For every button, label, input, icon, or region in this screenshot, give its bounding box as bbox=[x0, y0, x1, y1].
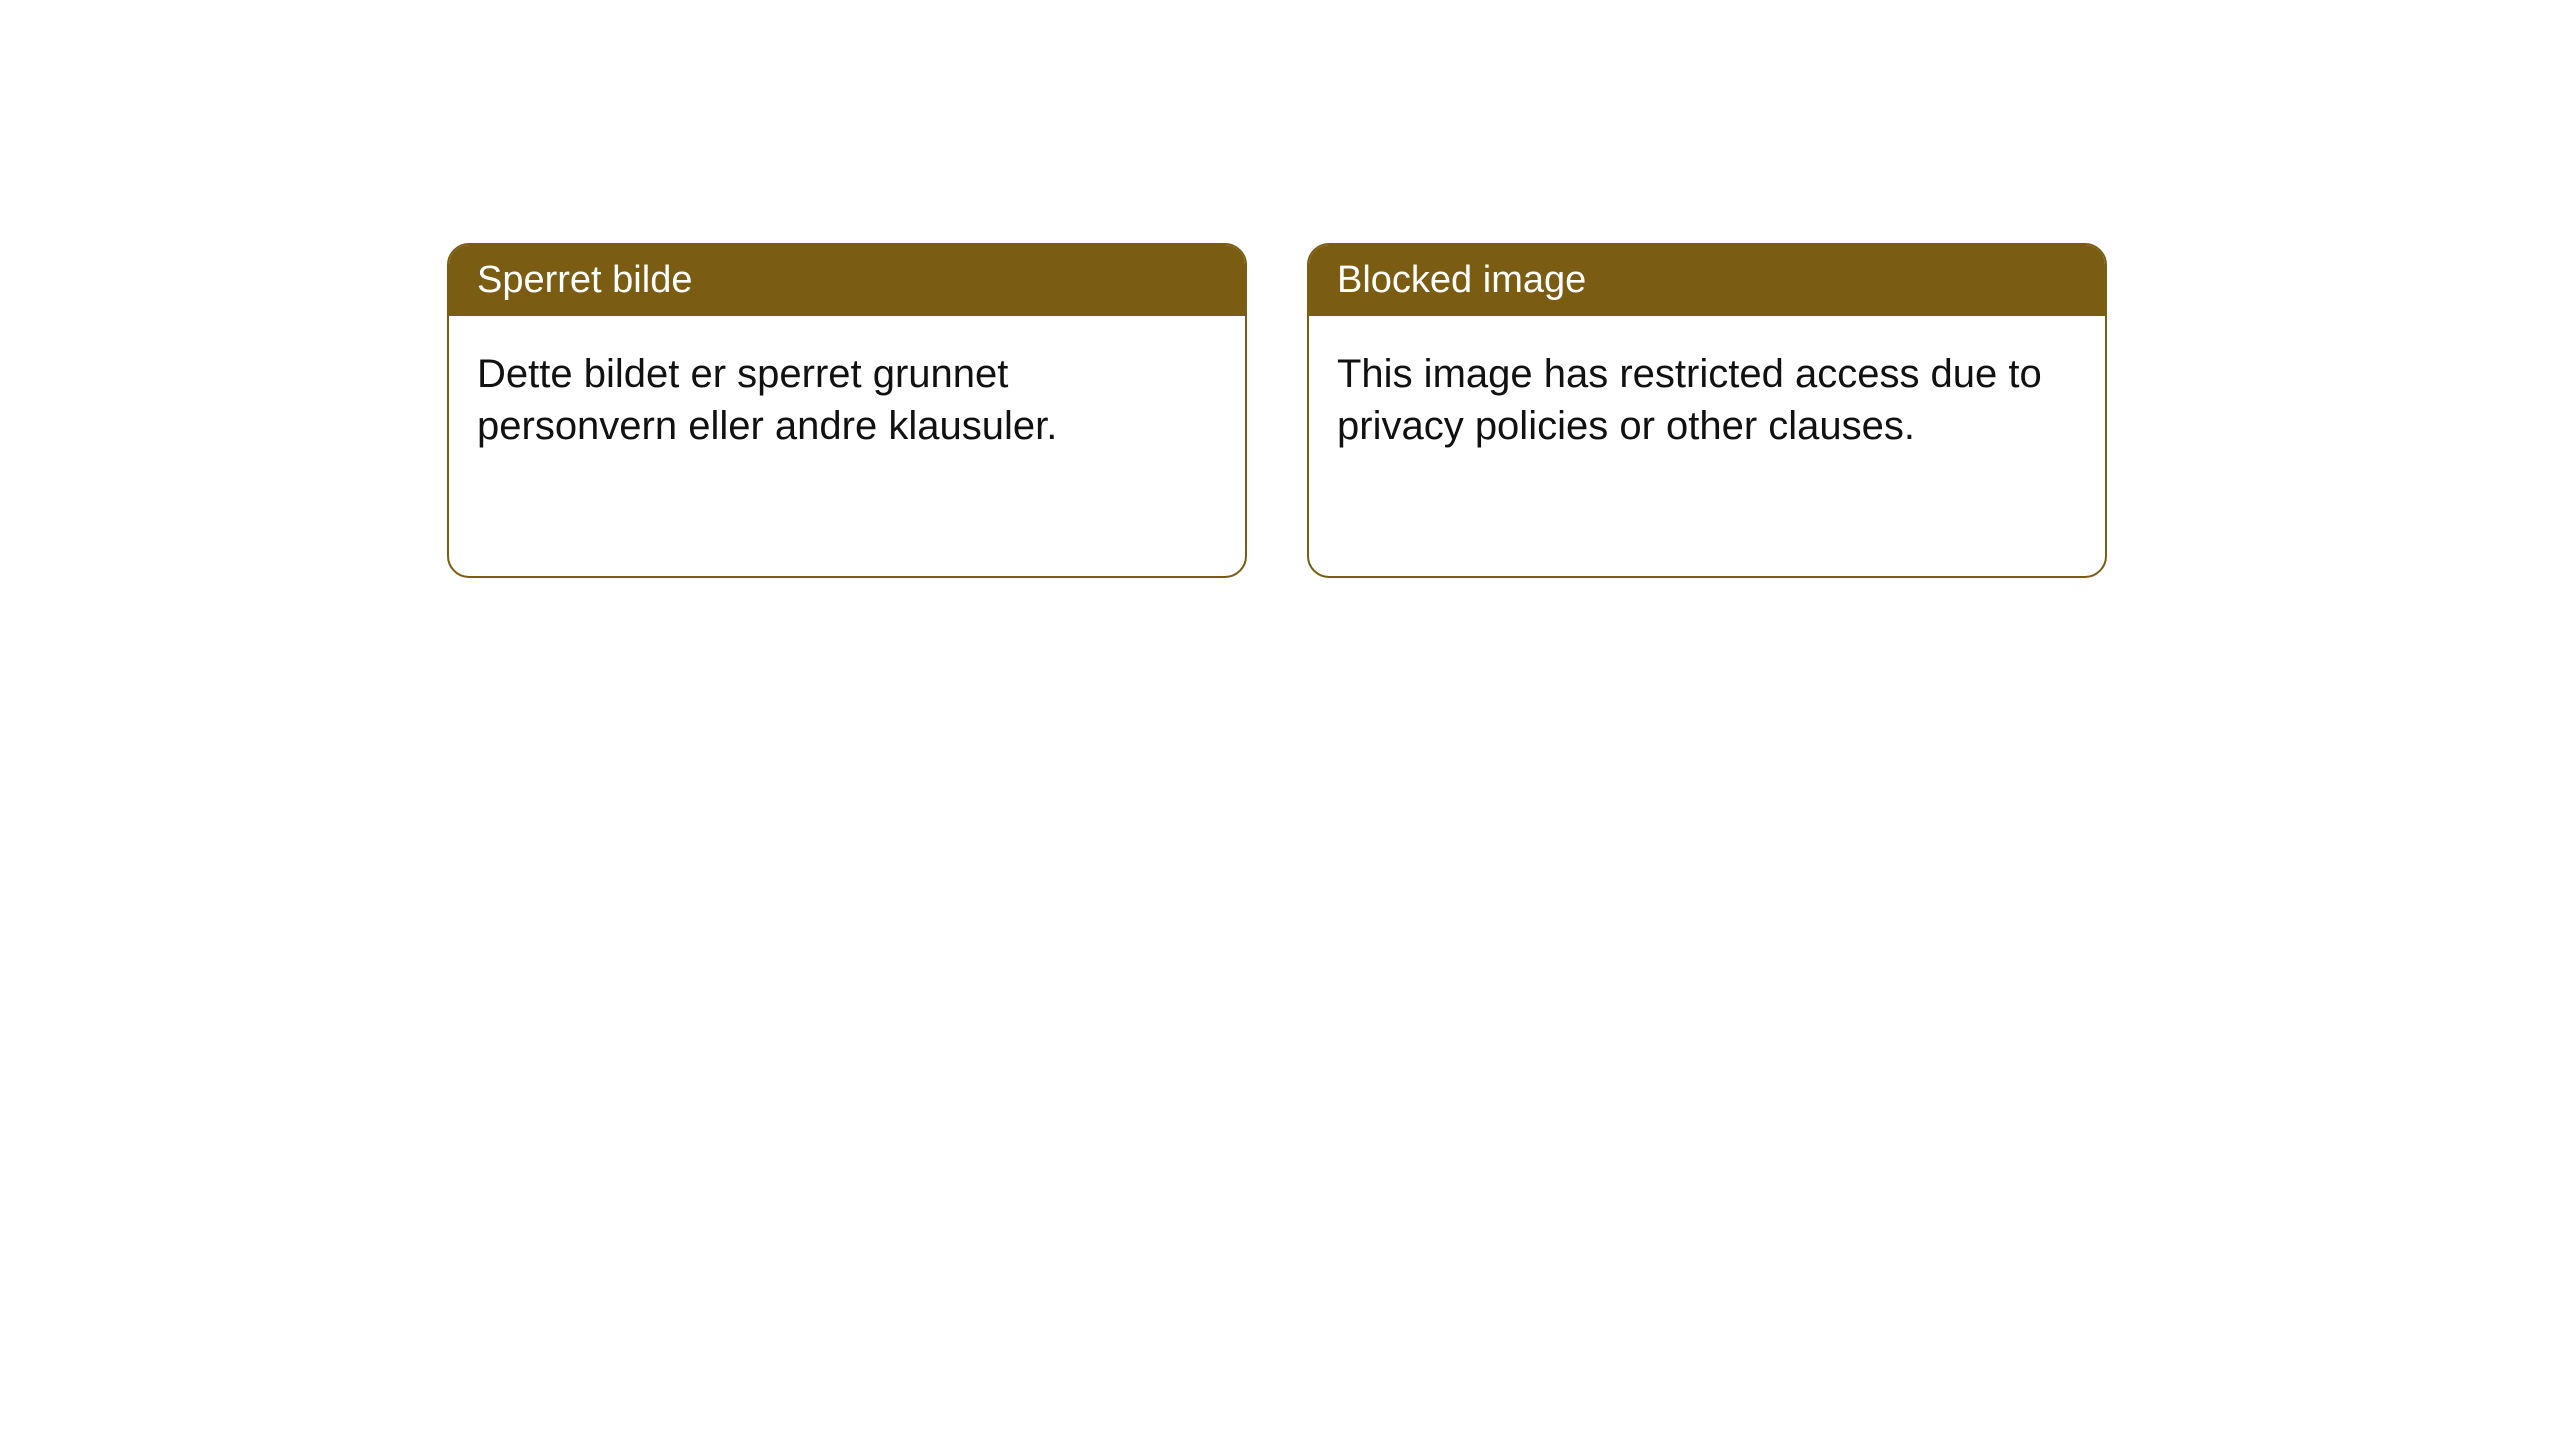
notice-container: Sperret bilde Dette bildet er sperret gr… bbox=[447, 243, 2107, 578]
card-body: Dette bildet er sperret grunnet personve… bbox=[449, 316, 1245, 484]
card-title: Blocked image bbox=[1337, 259, 1586, 301]
card-header: Blocked image bbox=[1309, 245, 2105, 316]
card-header: Sperret bilde bbox=[449, 245, 1245, 316]
notice-card-norwegian: Sperret bilde Dette bildet er sperret gr… bbox=[447, 243, 1247, 578]
card-title: Sperret bilde bbox=[477, 259, 692, 301]
notice-card-english: Blocked image This image has restricted … bbox=[1307, 243, 2107, 578]
card-body: This image has restricted access due to … bbox=[1309, 316, 2105, 484]
card-body-text: This image has restricted access due to … bbox=[1337, 352, 2042, 448]
card-body-text: Dette bildet er sperret grunnet personve… bbox=[477, 352, 1057, 448]
